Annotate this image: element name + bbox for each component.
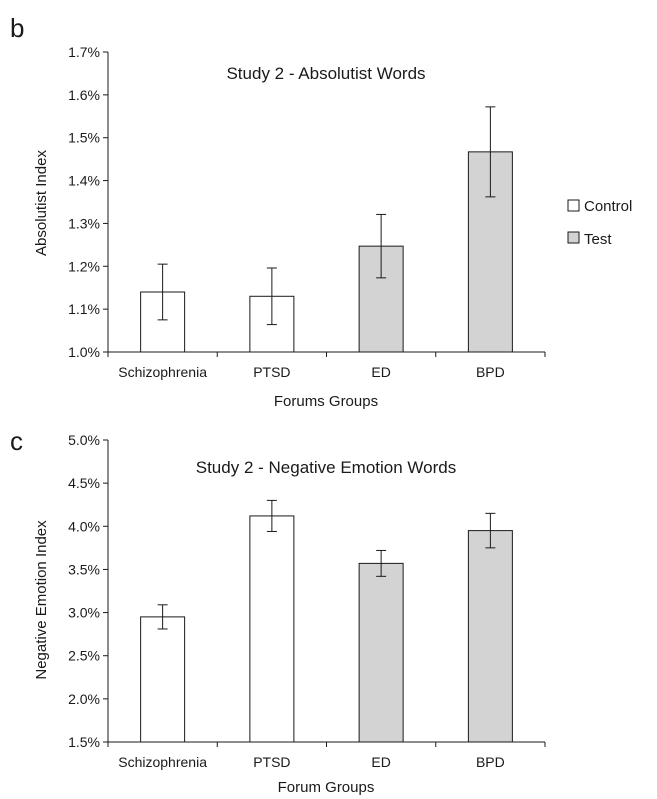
panel-b-plot-area: 1.0% 1.1% 1.2% 1.3% 1.4% 1.5% 1.6% 1.7% Schizoph… bbox=[68, 44, 546, 380]
panel-c-letter: c bbox=[10, 426, 23, 456]
panel-c-y-tick-label: 5.0% bbox=[68, 432, 100, 448]
panel-b-y-tick-label: 1.6% bbox=[68, 87, 100, 103]
panel-c-category-label: BPD bbox=[476, 754, 505, 770]
panel-b-y-tick-label: 1.4% bbox=[68, 173, 100, 189]
panel-b-y-tick-label: 1.1% bbox=[68, 301, 100, 317]
legend-item-control: Control bbox=[567, 198, 632, 215]
panel-b-title: Study 2 - Absolutist Words bbox=[226, 64, 425, 83]
panel-b-chart: b Study 2 - Absolutist Words Absolutist … bbox=[10, 13, 546, 410]
legend-item-test: Test bbox=[567, 231, 612, 248]
panel-b-category-label: BPD bbox=[476, 364, 505, 380]
panel-b-y-tick-label: 1.3% bbox=[68, 215, 100, 231]
panel-c-title: Study 2 - Negative Emotion Words bbox=[196, 458, 456, 477]
panel-c-y-tick-label: 1.5% bbox=[68, 734, 100, 750]
panel-c-bar-ptsd bbox=[249, 515, 295, 743]
panel-b-category-label: ED bbox=[371, 364, 390, 380]
panel-b-letter: b bbox=[10, 13, 24, 43]
panel-c-bar-schizophrenia bbox=[140, 616, 186, 743]
panel-b-ylabel: Absolutist Index bbox=[33, 150, 50, 256]
panel-c-category-label: PTSD bbox=[253, 754, 290, 770]
panel-b-y-tick-label: 1.5% bbox=[68, 130, 100, 146]
legend-label-control: Control bbox=[584, 198, 632, 215]
panel-c-y-tick-label: 3.5% bbox=[68, 561, 100, 577]
panel-c-category-label: ED bbox=[371, 754, 390, 770]
panel-c-y-tick-label: 2.5% bbox=[68, 648, 100, 664]
legend-swatch-test bbox=[567, 231, 580, 244]
panel-b-xlabel: Forums Groups bbox=[274, 393, 378, 410]
panel-b-category-label: Schizophrenia bbox=[118, 364, 207, 380]
legend: Control Test bbox=[567, 198, 632, 248]
panel-b-y-tick-label: 1.2% bbox=[68, 258, 100, 274]
legend-swatch-control bbox=[567, 199, 580, 212]
panel-c-bar-ed bbox=[358, 562, 404, 743]
panel-b-y-tick-label: 1.0% bbox=[68, 344, 100, 360]
panel-c-y-tick-label: 4.0% bbox=[68, 518, 100, 534]
panel-c-bar-bpd bbox=[467, 530, 513, 743]
panel-c-chart: c Study 2 - Negative Emotion Words Negat… bbox=[10, 426, 546, 796]
panel-c-y-tick-label: 3.0% bbox=[68, 605, 100, 621]
legend-label-test: Test bbox=[584, 231, 612, 248]
panel-b-y-tick-label: 1.7% bbox=[68, 44, 100, 60]
panel-c-y-tick-label: 4.5% bbox=[68, 475, 100, 491]
panel-c-xlabel: Forum Groups bbox=[278, 779, 375, 796]
panel-c-plot-area: 1.5% 2.0% 2.5% 3.0% 3.5% 4.0% 4.5% 5.0% Schizoph… bbox=[68, 432, 546, 770]
panel-c-ylabel: Negative Emotion Index bbox=[33, 520, 50, 680]
panel-b-category-label: PTSD bbox=[253, 364, 290, 380]
panel-c-y-tick-label: 2.0% bbox=[68, 691, 100, 707]
panel-c-category-label: Schizophrenia bbox=[118, 754, 207, 770]
